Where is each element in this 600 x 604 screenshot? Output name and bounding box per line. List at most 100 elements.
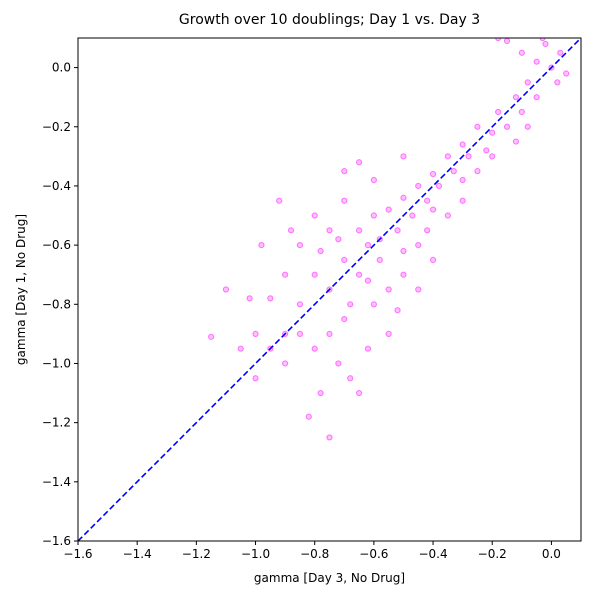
- point: [258, 242, 265, 249]
- point: [287, 227, 295, 234]
- point: [246, 295, 253, 302]
- point: [364, 242, 372, 249]
- x-tick-label: −1.0: [241, 547, 270, 561]
- point: [400, 194, 407, 201]
- point: [400, 271, 407, 278]
- x-tick-label: −1.4: [123, 547, 152, 561]
- point: [370, 176, 377, 184]
- y-tick-label: −1.4: [42, 475, 71, 489]
- point: [524, 79, 531, 86]
- x-tick-label: 0.0: [542, 547, 561, 561]
- y-tick-label: −1.2: [42, 416, 71, 430]
- point: [311, 212, 318, 219]
- point: [347, 375, 354, 382]
- point: [503, 38, 511, 45]
- point: [533, 94, 540, 101]
- point: [335, 236, 342, 243]
- diagonal-line: [78, 38, 581, 541]
- point: [355, 271, 363, 278]
- point: [429, 256, 437, 264]
- point: [483, 147, 490, 154]
- point: [459, 197, 466, 204]
- y-tick-label: −1.6: [42, 534, 71, 548]
- point: [400, 153, 407, 160]
- point: [512, 94, 520, 101]
- y-tick-label: −0.8: [42, 297, 71, 311]
- x-tick-label: −0.6: [359, 547, 388, 561]
- point: [400, 247, 407, 255]
- point: [326, 227, 333, 234]
- point: [364, 345, 372, 352]
- point: [474, 123, 481, 130]
- point: [347, 301, 354, 308]
- point: [326, 330, 333, 337]
- point: [512, 138, 520, 145]
- point: [524, 123, 531, 130]
- point: [317, 389, 324, 397]
- point: [489, 129, 496, 136]
- point: [409, 212, 416, 219]
- point: [554, 79, 561, 86]
- point: [376, 256, 383, 264]
- point: [435, 182, 443, 190]
- point: [459, 176, 466, 184]
- point: [424, 227, 431, 234]
- point: [450, 168, 457, 175]
- point: [444, 212, 451, 219]
- x-tick-label: −0.4: [418, 547, 447, 561]
- point: [533, 58, 540, 65]
- point: [296, 301, 304, 308]
- point: [341, 197, 348, 204]
- point: [282, 271, 289, 278]
- point: [394, 307, 401, 314]
- point: [415, 242, 422, 249]
- x-axis-label: gamma [Day 3, No Drug]: [254, 571, 405, 585]
- plot-frame: [77, 37, 582, 542]
- point: [503, 123, 511, 130]
- y-axis-label: gamma [Day 1, No Drug]: [14, 214, 28, 365]
- y-tick-label: 0.0: [52, 61, 71, 75]
- point: [518, 49, 525, 56]
- point: [474, 168, 481, 175]
- point: [311, 271, 318, 278]
- point: [542, 40, 549, 48]
- x-tick-label: −1.6: [63, 547, 92, 561]
- point: [489, 153, 496, 160]
- point: [208, 333, 215, 340]
- point: [252, 330, 259, 337]
- x-tick-label: −0.8: [300, 547, 329, 561]
- point: [465, 153, 472, 160]
- point: [355, 159, 363, 166]
- point: [385, 206, 392, 213]
- point: [317, 247, 324, 255]
- point: [222, 286, 230, 293]
- y-tick-label: −0.4: [42, 179, 71, 193]
- point: [341, 256, 348, 264]
- point: [495, 108, 502, 116]
- point: [282, 360, 289, 367]
- point: [296, 242, 304, 249]
- point: [415, 286, 422, 293]
- point: [355, 227, 363, 234]
- point: [563, 70, 570, 77]
- y-tick-label: −0.6: [42, 238, 71, 252]
- point: [341, 168, 348, 175]
- point: [267, 295, 274, 302]
- point: [385, 286, 392, 293]
- point: [364, 277, 372, 284]
- point: [518, 108, 525, 116]
- point: [237, 345, 244, 352]
- point: [341, 315, 348, 323]
- point: [326, 434, 333, 441]
- point: [305, 413, 312, 420]
- point: [335, 360, 342, 367]
- points: [78, 38, 581, 541]
- point: [394, 227, 401, 234]
- point: [429, 171, 437, 178]
- y-tick-label: −0.2: [42, 120, 71, 134]
- y-tick-label: −1.0: [42, 356, 71, 370]
- point: [557, 49, 564, 56]
- point: [370, 212, 377, 219]
